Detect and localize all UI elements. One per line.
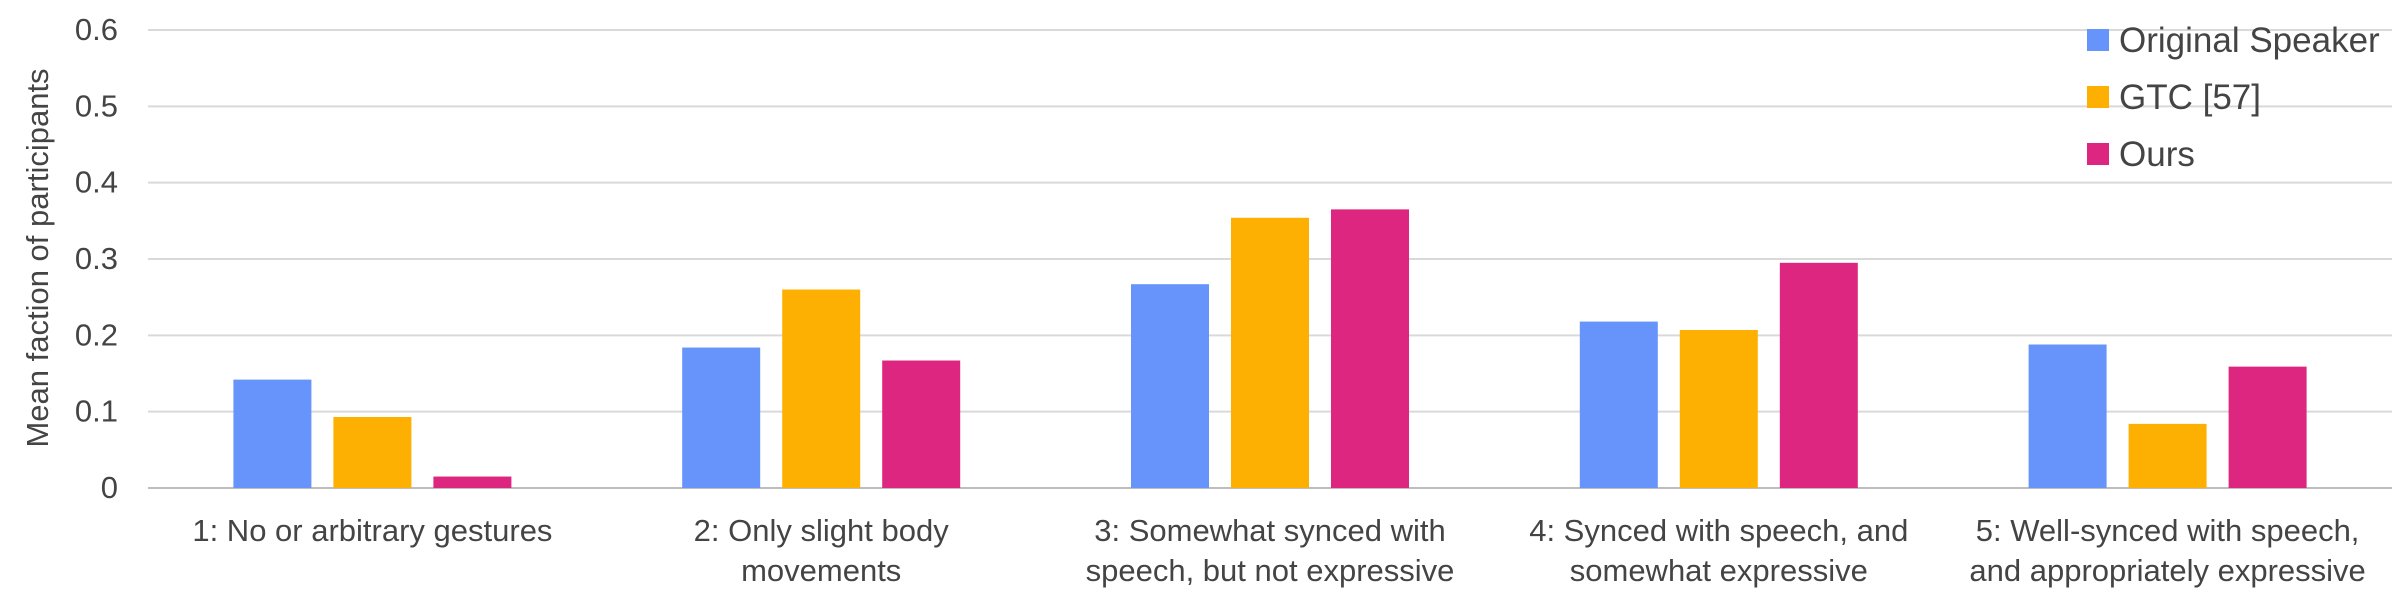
y-tick-label: 0.1 — [75, 394, 118, 429]
bar-gtc-57-cat-2 — [782, 289, 861, 488]
legend-label: Original Speaker — [2119, 21, 2380, 60]
x-tick-label-line: and appropriately expressive — [1969, 553, 2365, 588]
bar-ours-cat-5 — [2228, 366, 2307, 488]
legend-item: Original Speaker — [2087, 21, 2380, 60]
y-tick-label: 0.3 — [75, 241, 118, 276]
legend-item: Ours — [2087, 135, 2195, 174]
bar-gtc-57-cat-3 — [1231, 217, 1309, 488]
bar-gtc-57-cat-4 — [1679, 329, 1758, 488]
legend-item: GTC [57] — [2087, 78, 2261, 117]
x-tick-label-line: 3: Somewhat synced with — [1094, 513, 1446, 548]
x-tick-label: 4: Synced with speech, and somewhat expre… — [1529, 513, 1908, 588]
y-tick-label: 0.4 — [75, 165, 118, 200]
x-tick-label-line: 2: Only slight body — [694, 513, 950, 548]
y-axis-label: Mean faction of participants — [20, 68, 55, 447]
x-tick-label: 1: No or arbitrary gestures — [192, 513, 552, 548]
x-tick-label-line: 4: Synced with speech, and — [1529, 513, 1908, 548]
x-tick-label-line: 5: Well-synced with speech, — [1976, 513, 2360, 548]
legend-swatch — [2087, 143, 2109, 165]
bar-gtc-57-cat-5 — [2128, 423, 2207, 488]
y-tick-label: 0 — [101, 470, 118, 505]
legend-label: GTC [57] — [2119, 78, 2261, 117]
legend-swatch — [2087, 29, 2109, 51]
x-tick-label: 2: Only slight body movements — [694, 513, 950, 588]
x-tick-label-line: movements — [741, 553, 901, 588]
x-axis-ticks: 1: No or arbitrary gestures 2: Only sligh… — [192, 513, 2365, 588]
bar-ours-cat-3 — [1331, 209, 1409, 488]
y-axis-ticks: 0 0.1 0.2 0.3 0.4 0.5 0.6 — [75, 12, 118, 505]
x-tick-label: 5: Well-synced with speech, and appropria… — [1969, 513, 2365, 588]
bar-original-speaker-cat-3 — [1131, 284, 1209, 488]
x-tick-label-line: 1: No or arbitrary gestures — [192, 513, 552, 548]
bar-gtc-57-cat-1 — [333, 417, 412, 488]
legend: Original Speaker GTC [57] Ours — [2087, 21, 2380, 174]
y-tick-label: 0.2 — [75, 317, 118, 352]
bar-original-speaker-cat-4 — [1579, 321, 1658, 488]
bar-original-speaker-cat-2 — [682, 347, 761, 488]
x-tick-label: 3: Somewhat synced with speech, but not e… — [1086, 513, 1455, 588]
y-tick-label: 0.6 — [75, 12, 118, 47]
legend-swatch — [2087, 86, 2109, 108]
bar-original-speaker-cat-1 — [233, 379, 312, 488]
legend-label: Ours — [2119, 135, 2195, 174]
x-tick-label-line: somewhat expressive — [1570, 553, 1868, 588]
y-tick-label: 0.5 — [75, 88, 118, 123]
bar-ours-cat-1 — [433, 476, 512, 488]
bar-ours-cat-4 — [1779, 262, 1858, 488]
x-tick-label-line: speech, but not expressive — [1086, 553, 1455, 588]
bar-ours-cat-2 — [882, 360, 961, 488]
bar-original-speaker-cat-5 — [2028, 344, 2107, 488]
bars — [233, 209, 2307, 488]
